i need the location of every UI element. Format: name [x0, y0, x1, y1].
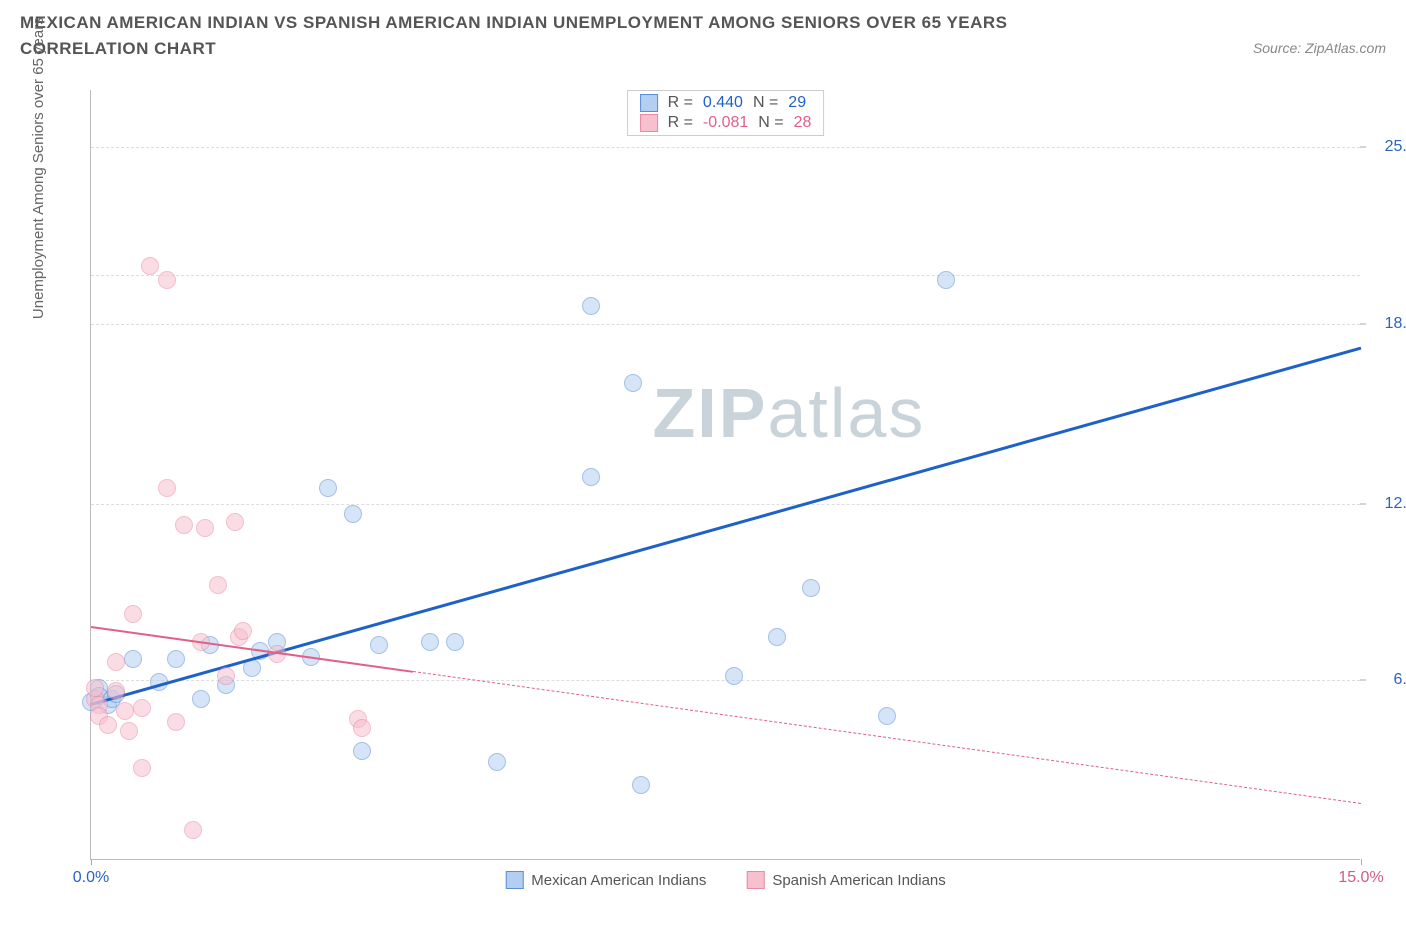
stat-r-value-1: -0.081 — [703, 114, 748, 132]
swatch-series-1 — [640, 114, 658, 132]
data-point — [353, 719, 371, 737]
data-point — [446, 633, 464, 651]
gridline — [91, 275, 1360, 276]
legend-label-1: Spanish American Indians — [772, 872, 945, 889]
data-point — [133, 699, 151, 717]
y-tick-mark — [1360, 323, 1366, 324]
y-tick-label: 12.5% — [1370, 495, 1406, 513]
data-point — [937, 271, 955, 289]
data-point — [167, 650, 185, 668]
watermark-atlas: atlas — [767, 374, 925, 452]
data-point — [209, 576, 227, 594]
data-point — [192, 690, 210, 708]
trend-line-extrapolated — [413, 671, 1361, 804]
data-point — [107, 653, 125, 671]
data-point — [141, 257, 159, 275]
data-point — [234, 622, 252, 640]
stat-n-value-0: 29 — [788, 94, 806, 112]
header: MEXICAN AMERICAN INDIAN VS SPANISH AMERI… — [0, 0, 1406, 61]
stat-r-value-0: 0.440 — [703, 94, 743, 112]
data-point — [582, 468, 600, 486]
swatch-series-0 — [505, 871, 523, 889]
series-legend: Mexican American Indians Spanish America… — [505, 871, 946, 889]
source-attribution: Source: ZipAtlas.com — [1253, 40, 1386, 56]
data-point — [768, 628, 786, 646]
legend-item-0: Mexican American Indians — [505, 871, 706, 889]
data-point — [632, 776, 650, 794]
data-point — [196, 519, 214, 537]
y-tick-mark — [1360, 680, 1366, 681]
data-point — [488, 753, 506, 771]
gridline — [91, 324, 1360, 325]
data-point — [802, 579, 820, 597]
data-point — [124, 605, 142, 623]
data-point — [725, 667, 743, 685]
watermark: ZIPatlas — [653, 373, 926, 453]
data-point — [167, 713, 185, 731]
x-tick-mark — [1361, 859, 1362, 865]
x-tick-label: 0.0% — [73, 869, 109, 887]
data-point — [421, 633, 439, 651]
legend-label-0: Mexican American Indians — [531, 872, 706, 889]
data-point — [120, 722, 138, 740]
swatch-series-0 — [640, 94, 658, 112]
data-point — [319, 479, 337, 497]
data-point — [99, 716, 117, 734]
data-point — [116, 702, 134, 720]
stats-legend: R = 0.440 N = 29 R = -0.081 N = 28 — [627, 90, 825, 136]
data-point — [158, 479, 176, 497]
data-point — [184, 821, 202, 839]
y-tick-label: 18.8% — [1370, 315, 1406, 333]
data-point — [344, 505, 362, 523]
data-point — [878, 707, 896, 725]
stat-r-label: R = — [668, 94, 693, 112]
data-point — [86, 679, 104, 697]
x-tick-label: 15.0% — [1338, 869, 1383, 887]
swatch-series-1 — [746, 871, 764, 889]
watermark-zip: ZIP — [653, 374, 768, 452]
data-point — [175, 516, 193, 534]
stats-row-series-0: R = 0.440 N = 29 — [628, 93, 824, 113]
data-point — [226, 513, 244, 531]
legend-item-1: Spanish American Indians — [746, 871, 945, 889]
stat-r-label: R = — [668, 114, 693, 132]
data-point — [217, 667, 235, 685]
y-axis-label: Unemployment Among Seniors over 65 years — [30, 17, 47, 319]
y-tick-label: 6.3% — [1370, 671, 1406, 689]
y-tick-label: 25.0% — [1370, 138, 1406, 156]
data-point — [124, 650, 142, 668]
data-point — [158, 271, 176, 289]
y-tick-mark — [1360, 503, 1366, 504]
data-point — [624, 374, 642, 392]
data-point — [582, 297, 600, 315]
plot-area: ZIPatlas R = 0.440 N = 29 R = -0.081 N =… — [90, 90, 1360, 860]
stat-n-value-1: 28 — [794, 114, 812, 132]
chart-title: MEXICAN AMERICAN INDIAN VS SPANISH AMERI… — [20, 10, 1140, 61]
data-point — [133, 759, 151, 777]
data-point — [370, 636, 388, 654]
y-tick-mark — [1360, 147, 1366, 148]
x-tick-mark — [91, 859, 92, 865]
gridline — [91, 147, 1360, 148]
chart-container: Unemployment Among Seniors over 65 years… — [60, 80, 1360, 860]
data-point — [107, 682, 125, 700]
gridline — [91, 504, 1360, 505]
stat-n-label: N = — [753, 94, 778, 112]
data-point — [353, 742, 371, 760]
stats-row-series-1: R = -0.081 N = 28 — [628, 113, 824, 133]
stat-n-label: N = — [758, 114, 783, 132]
